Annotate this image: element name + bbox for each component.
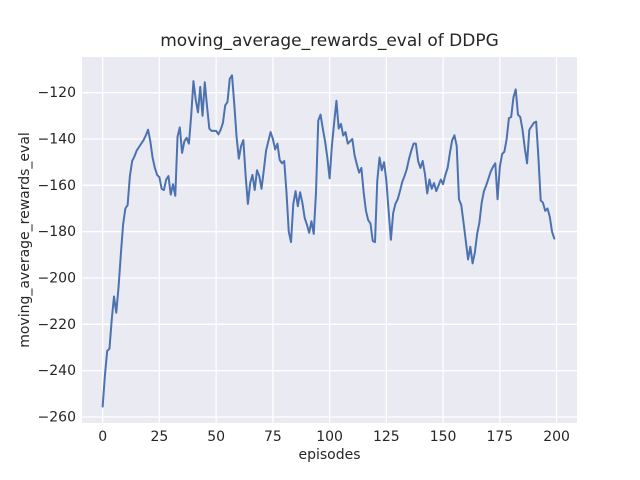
tick-labels: 0 25 50 75 100 125 150 175 200 −120 −140 −160 −180 −2… (38, 85, 570, 445)
chart-title: moving_average_rewards_eval of DDPG (160, 31, 499, 51)
x-tick-label: 100 (316, 429, 343, 445)
x-tick-label: 175 (486, 429, 513, 445)
y-tick-label: −260 (38, 409, 76, 425)
y-tick-label: −240 (38, 363, 76, 379)
x-tick-label: 50 (207, 429, 225, 445)
y-tick-label: −200 (38, 270, 76, 286)
plot-layer (82, 57, 577, 423)
x-tick-label: 75 (264, 429, 282, 445)
x-tick-label: 25 (150, 429, 168, 445)
series-line (101, 74, 556, 408)
y-tick-label: −160 (38, 178, 76, 194)
x-tick-label: 150 (430, 429, 457, 445)
y-tick-label: −140 (38, 132, 76, 148)
x-tick-label: 200 (543, 429, 570, 445)
y-tick-label: −120 (38, 85, 76, 101)
x-tick-label: 125 (373, 429, 400, 445)
y-axis-label: moving_average_rewards_eval (17, 132, 33, 348)
x-axis-label: episodes (298, 447, 360, 463)
x-tick-label: 0 (98, 429, 107, 445)
y-tick-label: −180 (38, 224, 76, 240)
y-tick-label: −220 (38, 317, 76, 333)
